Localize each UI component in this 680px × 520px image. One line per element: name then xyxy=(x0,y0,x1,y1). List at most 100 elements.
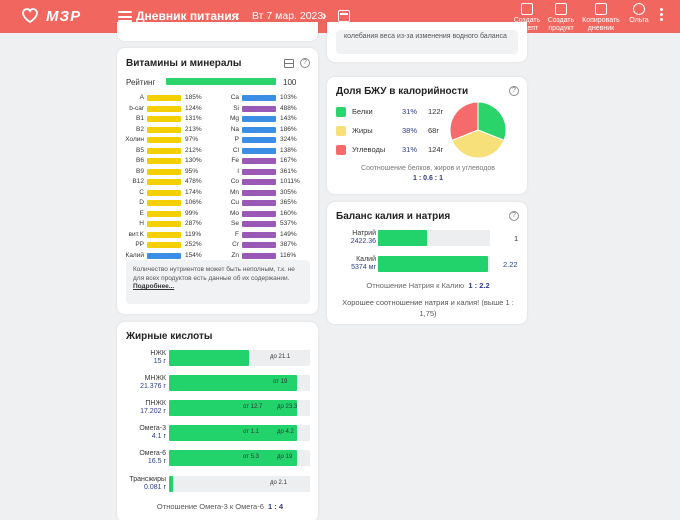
macro-color-swatch xyxy=(336,126,346,136)
nutrient-row[interactable]: C 174% xyxy=(110,188,210,197)
nutrient-row[interactable]: PP 252% xyxy=(110,240,210,249)
nutrient-percent: 387% xyxy=(280,241,297,248)
nutrient-bar xyxy=(242,95,276,101)
nutrient-row[interactable]: Cu 365% xyxy=(205,198,305,207)
kna-name: Натрий xyxy=(352,230,376,237)
table-view-icon[interactable] xyxy=(284,59,294,68)
kna-name: Калий xyxy=(356,256,376,263)
nutrient-row[interactable]: Mn 305% xyxy=(205,188,305,197)
heart-logo-icon[interactable] xyxy=(22,8,38,24)
nutrient-row[interactable]: Co 1011% xyxy=(205,177,305,186)
kna-value: 2422.36 xyxy=(350,238,376,245)
kna-fill xyxy=(378,230,428,246)
nutrient-row[interactable]: Mg 143% xyxy=(205,114,305,123)
nutrient-row[interactable]: B5 212% xyxy=(110,146,210,155)
more-link[interactable]: Подробнее... xyxy=(133,283,175,290)
nutrient-bar xyxy=(242,168,276,175)
nutrient-row[interactable]: Холин 97% xyxy=(110,135,210,144)
nutrient-row[interactable]: Si 488% xyxy=(205,104,305,113)
nutrient-row[interactable]: A 185% xyxy=(110,93,210,102)
nutrient-row[interactable]: Калий 154% xyxy=(110,251,210,260)
kna-ratio-value: 2.22 xyxy=(503,260,518,269)
nutrient-row[interactable]: B6 130% xyxy=(110,156,210,165)
nutrient-name: A xyxy=(139,94,144,101)
fatty-acid-fill xyxy=(169,375,298,391)
nutrient-percent: 174% xyxy=(185,188,202,196)
nutrient-row[interactable]: E 99% xyxy=(110,209,210,218)
user-profile-button[interactable]: Ольга xyxy=(617,3,661,25)
nutrient-percent: 130% xyxy=(185,157,202,164)
macro-row: Белки 31% 122г xyxy=(336,106,446,118)
nutrient-row[interactable]: F 149% xyxy=(205,230,305,239)
nutrient-row[interactable]: Se 537% xyxy=(205,219,305,228)
previous-card-fragment xyxy=(117,22,318,41)
fatty-acid-fill xyxy=(169,476,174,492)
calendar-icon[interactable] xyxy=(338,10,350,22)
nutrient-bar xyxy=(147,105,181,112)
nutrient-row[interactable]: Cl 138% xyxy=(205,146,305,155)
nutrient-row[interactable]: H 287% xyxy=(110,219,210,228)
create-product-button[interactable]: Создать продукт xyxy=(539,3,583,33)
nutrient-row[interactable]: Fe 167% xyxy=(205,156,305,165)
macro-percent: 31% xyxy=(402,107,418,116)
range-min-marker: от 12.7 xyxy=(243,404,263,410)
nutrient-row[interactable]: I 361% xyxy=(205,167,305,176)
nutrient-percent: 97% xyxy=(185,136,199,143)
nutrient-row[interactable]: Na 186% xyxy=(205,125,305,134)
help-icon[interactable]: ? xyxy=(509,86,519,96)
nutrient-percent: 478% xyxy=(185,178,202,185)
nutrient-row[interactable]: B1 131% xyxy=(110,114,210,123)
help-icon[interactable]: ? xyxy=(300,58,310,68)
nutrient-bar xyxy=(147,158,181,164)
nutrient-row[interactable]: b-car 124% xyxy=(110,104,210,113)
range-marker: от 19 xyxy=(273,379,288,385)
fatty-acid-name: Омега-6 xyxy=(139,450,166,457)
nutrient-row[interactable]: вит.K 119% xyxy=(110,230,210,239)
more-options-icon[interactable] xyxy=(660,8,664,23)
kna-label: Натрий 2422.36 xyxy=(336,230,376,246)
prev-day-button[interactable]: ‹ xyxy=(235,7,240,23)
nutrient-name: Cr xyxy=(232,241,239,248)
nutrient-name: C xyxy=(139,188,144,196)
nutrient-row[interactable]: Zn 116% xyxy=(205,251,305,260)
logo-text[interactable]: МЗР xyxy=(46,8,82,25)
macro-grams: 124г xyxy=(428,145,444,154)
fatty-acid-value: 0.081 г xyxy=(143,484,166,491)
nutrient-percent: 361% xyxy=(280,167,297,175)
nutrient-bar xyxy=(147,147,181,154)
rating-label: Рейтинг xyxy=(126,78,156,87)
nutrient-name: B12 xyxy=(132,178,144,185)
nutrient-name: B9 xyxy=(136,167,144,175)
kna-bar xyxy=(378,256,490,272)
nutrient-row[interactable]: Mo 160% xyxy=(205,209,305,218)
nutrient-name: Холин xyxy=(125,136,144,143)
kna-fill xyxy=(378,256,488,272)
nutrient-bar xyxy=(242,158,276,164)
product-icon xyxy=(555,3,567,15)
nutrient-row[interactable]: B2 213% xyxy=(110,125,210,134)
fatty-acid-label: МНЖК 21.376 г xyxy=(120,375,166,391)
help-icon[interactable]: ? xyxy=(509,211,519,221)
next-day-button[interactable]: › xyxy=(322,7,327,23)
nutrient-row[interactable]: D 106% xyxy=(110,198,210,207)
nutrient-name: I xyxy=(237,167,239,175)
nutrient-row[interactable]: B12 478% xyxy=(110,177,210,186)
nutrient-row[interactable]: B9 95% xyxy=(110,167,210,176)
menu-icon[interactable] xyxy=(118,11,132,22)
fatty-acid-name: МНЖК xyxy=(144,375,166,382)
nutrient-bar xyxy=(147,231,181,238)
nutrient-row[interactable]: Ca 103% xyxy=(205,93,305,102)
nutrient-row[interactable]: Cr 387% xyxy=(205,240,305,249)
kna-ratio: Отношение Натрия к Калию 1 : 2.2 xyxy=(366,281,490,290)
fatty-acid-value: 21.376 г xyxy=(140,383,166,390)
fatty-acid-bar: до 2.1 xyxy=(169,476,310,492)
macro-percent: 38% xyxy=(402,126,418,135)
fatty-acids-title: Жирные кислоты xyxy=(126,331,213,342)
range-marker: до 2.1 xyxy=(270,480,287,486)
nutrient-percent: 324% xyxy=(280,136,297,143)
nutrient-percent: 154% xyxy=(185,251,202,259)
copy-diary-button[interactable]: Копировать дневник xyxy=(579,3,623,33)
nutrient-row[interactable]: P 324% xyxy=(205,135,305,144)
current-date[interactable]: Вт 7 мар. 2023 xyxy=(252,10,324,22)
nutrient-name: B6 xyxy=(136,157,144,164)
